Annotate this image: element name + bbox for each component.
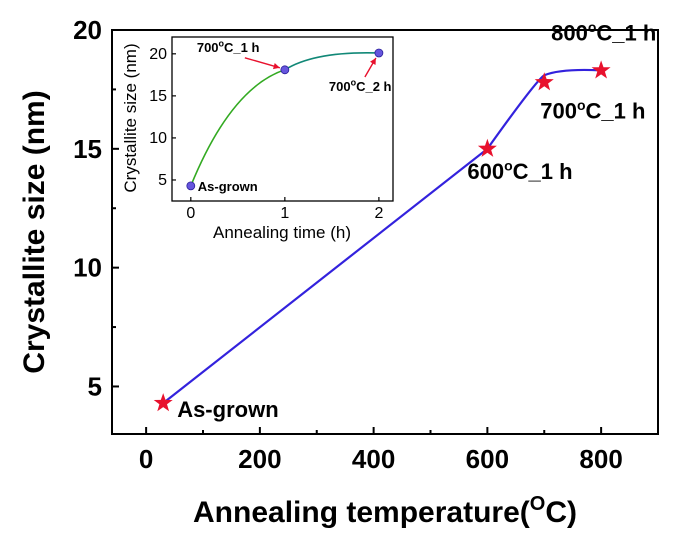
main-data-point-star [477,138,497,157]
main-data-label: 600oC_1 h [467,157,572,183]
main-data-label: As-grown [177,397,278,422]
inset-x-tick-label: 1 [280,205,289,222]
inset-y-tick-label: 20 [149,46,167,63]
inset-series-line-segment [190,69,286,187]
main-x-tick-label: 600 [466,444,509,474]
inset-x-tick-label: 0 [186,205,195,222]
inset-data-point [374,48,384,58]
inset-data-point [280,65,290,75]
inset-data-point [186,181,196,191]
inset-y-axis-title: Crystallite size (nm) [121,43,140,192]
main-x-tick-label: 400 [352,444,395,474]
main-data-label: 700oC_1 h [540,97,645,123]
main-plot-frame [111,29,659,435]
inset-y-tick-label: 10 [149,130,167,147]
main-x-tick-label: 800 [579,444,622,474]
main-data-label: 800oC_1 h [551,19,656,45]
inset-label-arrowhead [370,57,376,65]
main-y-tick-label: 20 [73,15,102,45]
inset-data-label: 700oC_2 h [329,78,392,94]
main-data-point-star [534,72,554,91]
inset-plot-frame [171,36,394,202]
inset-series-line-segment [284,51,379,71]
main-x-tick-label: 200 [238,444,281,474]
inset-y-tick-label: 5 [158,172,167,189]
main-y-tick-label: 15 [73,134,102,164]
inset-x-axis-title: Annealing time (h) [213,223,351,242]
inset-x-tick-label: 2 [374,205,383,222]
inset-y-tick-label: 15 [149,88,167,105]
main-data-point-star [153,393,173,412]
inset-label-arrowhead [272,63,280,70]
inset-data-label: 700oC_1 h [197,38,260,54]
main-y-tick-label: 5 [88,371,102,401]
main-x-tick-label: 0 [139,444,153,474]
inset-data-label: As-grown [198,179,258,194]
main-y-tick-label: 10 [73,253,102,283]
main-y-axis-title: Crystallite size (nm) [18,90,51,373]
main-x-axis-title: Annealing temperature(OC) [193,493,577,529]
main-data-point-star [591,60,611,79]
